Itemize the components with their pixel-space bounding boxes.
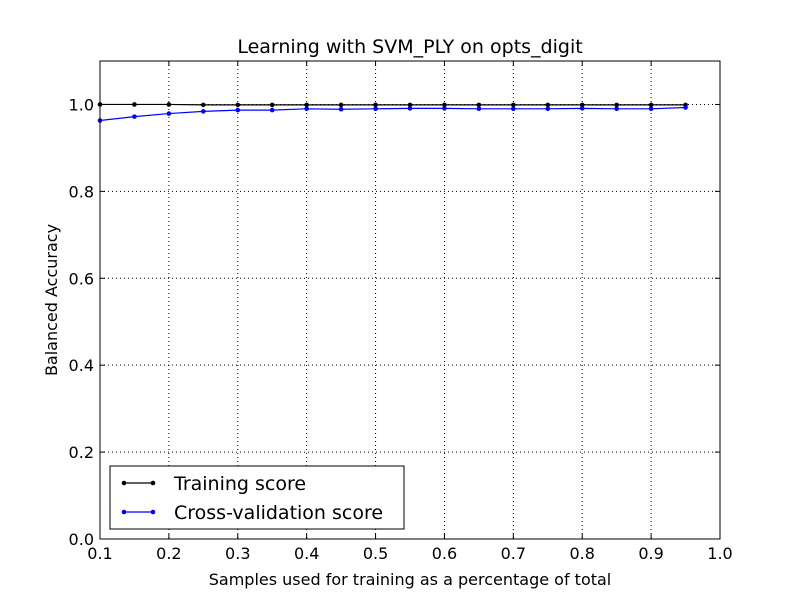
series-0-point	[270, 103, 275, 108]
x-tick-label: 0.6	[432, 544, 457, 563]
y-tick-label: 1.0	[69, 95, 94, 114]
series-1-point	[132, 114, 137, 119]
series-1-point	[614, 107, 619, 112]
y-tick-label: 0.6	[69, 269, 94, 288]
series-1-point	[408, 106, 413, 111]
series-1-point	[235, 108, 240, 113]
x-axis-label: Samples used for training as a percentag…	[209, 570, 612, 589]
series-1-point	[201, 109, 206, 114]
series-1-point	[442, 106, 447, 111]
series-1-point	[477, 107, 482, 112]
series-0-point	[235, 103, 240, 108]
x-tick-label: 0.9	[638, 544, 663, 563]
series-0-point	[132, 102, 137, 107]
x-tick-label: 0.3	[225, 544, 250, 563]
series-1-point	[373, 107, 378, 112]
series-1-point	[545, 107, 550, 112]
series-0-point	[167, 102, 172, 107]
y-axis-label: Balanced Accuracy	[42, 224, 61, 376]
x-tick-label: 0.7	[501, 544, 526, 563]
legend-marker-1	[122, 510, 127, 515]
series-1-point	[339, 107, 344, 112]
series-1-point	[270, 108, 275, 113]
series-0-point	[339, 103, 344, 108]
x-tick-label: 1.0	[707, 544, 732, 563]
x-tick-label: 0.4	[294, 544, 319, 563]
series-0-point	[649, 103, 654, 108]
series-1-point	[304, 107, 309, 112]
series-0-point	[201, 103, 206, 108]
y-tick-label: 0.2	[69, 443, 94, 462]
legend-label-1: Cross-validation score	[174, 502, 383, 524]
y-tick-label: 0.0	[69, 530, 94, 549]
x-tick-label: 0.5	[363, 544, 388, 563]
series-0-point	[511, 103, 516, 108]
y-tick-label: 0.8	[69, 182, 94, 201]
series-1-point	[683, 105, 688, 110]
legend: Training score Cross-validation score	[110, 466, 404, 529]
series-1-point	[649, 107, 654, 112]
series-0-point	[304, 103, 309, 108]
series-1-point	[580, 106, 585, 111]
chart-title: Learning with SVM_PLY on opts_digit	[237, 36, 582, 58]
x-tick-label: 0.2	[156, 544, 181, 563]
legend-marker-0	[151, 481, 156, 486]
x-tick-label: 0.8	[569, 544, 594, 563]
series-0-point	[545, 103, 550, 108]
series-1-point	[167, 111, 172, 116]
legend-label-0: Training score	[173, 473, 306, 495]
legend-marker-1	[151, 510, 156, 515]
series-0-point	[614, 103, 619, 108]
series-0-point	[373, 103, 378, 108]
legend-marker-0	[122, 481, 127, 486]
y-tick-label: 0.4	[69, 356, 94, 375]
series-1-point	[511, 107, 516, 112]
series-0-point	[477, 103, 482, 108]
